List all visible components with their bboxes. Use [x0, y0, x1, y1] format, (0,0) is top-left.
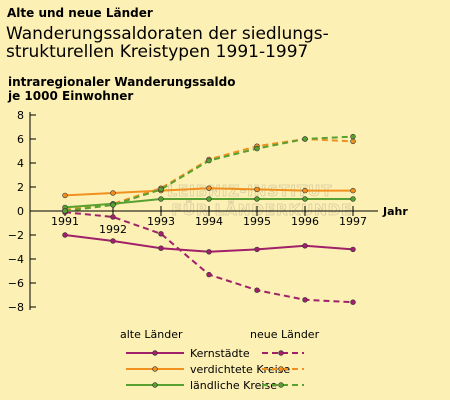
- y-tick-label: −6: [8, 277, 24, 290]
- y-tick-label: 2: [17, 181, 24, 194]
- legend-marker: [152, 366, 158, 372]
- data-point: [350, 133, 356, 140]
- data-point: [62, 208, 68, 214]
- data-point: [206, 157, 212, 164]
- legend-header-alt: alte Länder: [120, 328, 183, 341]
- x-axis-label: Jahr: [382, 205, 408, 218]
- chart-title: Wanderungssaldoraten der siedlungs- stru…: [6, 25, 446, 61]
- data-point: [110, 202, 116, 208]
- data-point: [62, 192, 68, 199]
- chart-title-line1: Wanderungssaldoraten der siedlungs-: [6, 24, 329, 44]
- x-tick-label: 1991: [51, 215, 79, 228]
- data-point: [302, 136, 308, 142]
- data-point: [254, 246, 260, 253]
- y-axis-label-line2: je 1000 Einwohner: [8, 89, 134, 103]
- legend-marker: [278, 350, 284, 356]
- legend-header-neu: neue Länder: [250, 328, 320, 341]
- data-point: [110, 214, 116, 220]
- data-point: [254, 287, 260, 293]
- legend-marker: [152, 350, 158, 356]
- data-point: [302, 196, 308, 202]
- y-tick-label: 6: [17, 133, 24, 146]
- x-tick-label: 1993: [147, 215, 175, 228]
- y-tick-label: 8: [17, 109, 24, 122]
- x-tick-label: 1997: [339, 215, 367, 228]
- data-point: [206, 185, 212, 191]
- y-axis-label: intraregionaler Wanderungssaldo je 1000 …: [8, 75, 236, 103]
- y-tick-label: −4: [8, 253, 24, 266]
- data-point: [206, 249, 212, 255]
- legend-label: Kernstädte: [190, 347, 250, 360]
- data-point: [62, 232, 68, 238]
- data-point: [206, 196, 212, 202]
- legend-marker: [152, 382, 158, 388]
- y-tick-label: −8: [8, 301, 24, 314]
- data-point: [110, 238, 116, 244]
- x-tick-label: 1996: [291, 215, 319, 228]
- x-tick-label: 1992: [99, 223, 127, 236]
- x-tick-label: 1995: [243, 215, 271, 228]
- data-point: [302, 243, 308, 249]
- data-point: [110, 190, 116, 196]
- watermark: LEIBNIZ-INSTITUT FÜR LÄNDERKUNDE: [167, 182, 353, 220]
- group-label: Alte und neue Länder: [7, 6, 153, 20]
- data-point: [206, 271, 212, 278]
- y-axis-label-line1: intraregionaler Wanderungssaldo: [8, 75, 236, 89]
- y-tick-label: 0: [17, 205, 24, 218]
- legend-marker: [278, 366, 284, 372]
- legend-label: ländliche Kreise: [190, 379, 277, 392]
- data-point: [158, 245, 164, 251]
- y-tick-label: 4: [17, 157, 24, 170]
- x-tick-label: 1994: [195, 215, 223, 228]
- data-point: [158, 196, 164, 202]
- data-point: [302, 187, 308, 194]
- data-point: [302, 297, 308, 303]
- data-point: [158, 231, 164, 237]
- legend-label: verdichtete Kreise: [190, 363, 290, 376]
- data-point: [350, 246, 356, 253]
- y-tick-label: −2: [8, 229, 24, 242]
- data-point: [158, 186, 164, 193]
- data-point: [350, 187, 356, 194]
- legend-marker: [278, 382, 284, 388]
- data-point: [350, 138, 356, 145]
- data-point: [254, 186, 260, 193]
- chart-title-line2: strukturellen Kreistypen 1991-1997: [6, 42, 309, 62]
- data-point: [350, 196, 356, 202]
- watermark-line2: FÜR LÄNDERKUNDE: [172, 200, 353, 219]
- data-point: [350, 299, 356, 305]
- data-point: [254, 145, 260, 152]
- data-point: [254, 196, 260, 202]
